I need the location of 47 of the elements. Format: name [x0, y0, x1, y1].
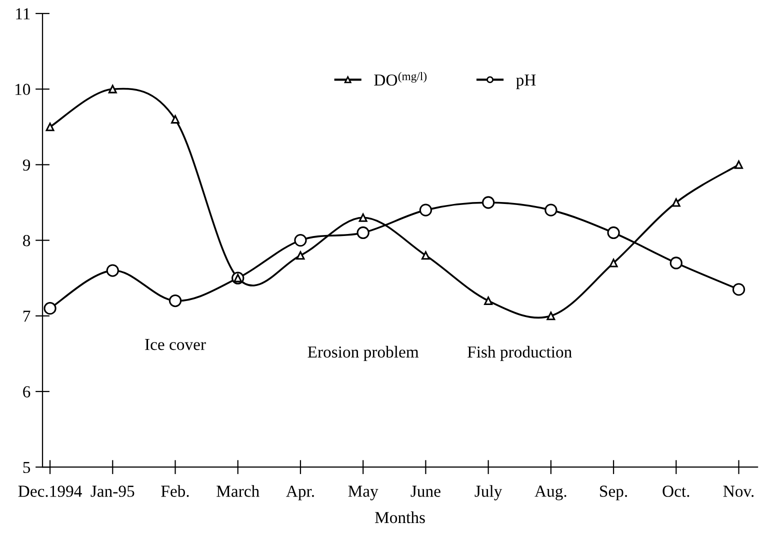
point — [171, 115, 180, 124]
x-tick-label: June — [410, 486, 440, 497]
x-tick-label: Oct. — [662, 486, 690, 497]
y-tick-label: 10 — [16, 84, 30, 96]
x-tick-label: March — [216, 485, 260, 497]
annotation: Fish production — [468, 346, 572, 362]
x-tick-label: Feb. — [161, 485, 189, 497]
point — [609, 258, 618, 268]
x-tick-label: Dec.1994 — [18, 486, 82, 497]
point — [46, 122, 54, 132]
point — [296, 251, 305, 260]
x-tick-label: Nov. — [723, 486, 754, 497]
y-tick-label: 6 — [23, 386, 30, 398]
point — [482, 196, 495, 209]
point — [419, 204, 432, 216]
y-tick-label: 8 — [23, 235, 30, 246]
y-tick-label: 9 — [22, 159, 30, 171]
x-tick-label: May — [348, 486, 378, 500]
y-tick-label: 5 — [23, 462, 30, 474]
point — [108, 84, 117, 94]
point — [356, 226, 370, 240]
point — [421, 251, 430, 260]
annotation: Ice cover — [145, 339, 206, 350]
legend-label: pH — [516, 74, 536, 90]
y-tick-label: 11 — [16, 8, 30, 20]
x-tick-label: Apr. — [286, 486, 314, 500]
x-axis-title: Months — [375, 511, 425, 524]
point — [732, 283, 746, 296]
point — [44, 302, 56, 315]
point — [544, 204, 558, 216]
annotation: Erosion problem — [308, 346, 419, 362]
point — [106, 264, 119, 277]
point — [484, 296, 493, 306]
point — [294, 234, 307, 247]
point — [734, 160, 743, 169]
point — [670, 256, 682, 270]
x-tick-label: Jan-95 — [90, 486, 134, 497]
x-tick-label: Aug. — [534, 486, 566, 500]
point — [672, 198, 680, 207]
point — [358, 213, 368, 222]
point — [546, 312, 556, 320]
y-tick-label: 7 — [23, 310, 30, 322]
point — [607, 226, 620, 240]
legend-label: DO$^{(mg/l)}$ — [374, 72, 427, 86]
x-tick-label: Sep. — [600, 486, 628, 500]
point — [168, 294, 182, 308]
x-tick-label: July — [474, 485, 502, 500]
